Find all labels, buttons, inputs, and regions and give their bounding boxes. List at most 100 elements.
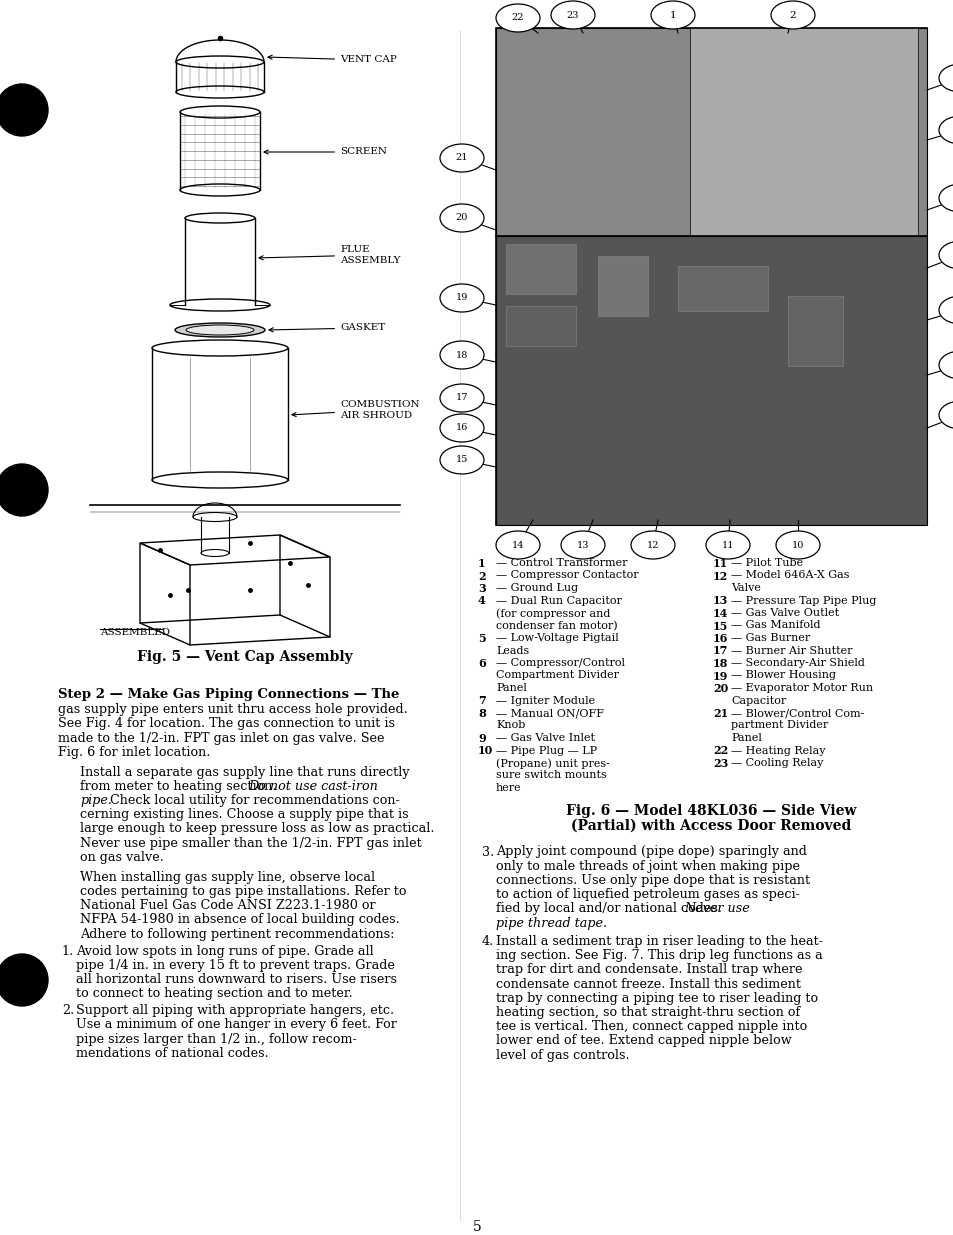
Ellipse shape <box>186 325 253 335</box>
Ellipse shape <box>439 284 483 312</box>
Text: — Evaporator Motor Run: — Evaporator Motor Run <box>730 683 872 693</box>
Bar <box>496 28 926 525</box>
Text: ASSEMBLED: ASSEMBLED <box>100 629 170 637</box>
Text: — Control Transformer: — Control Transformer <box>496 558 627 568</box>
Text: 5: 5 <box>477 634 485 643</box>
Text: SCREEN: SCREEN <box>264 147 387 157</box>
Text: 2.: 2. <box>62 1004 74 1018</box>
Ellipse shape <box>938 64 953 91</box>
Text: — Gas Valve Outlet: — Gas Valve Outlet <box>730 608 839 618</box>
Text: 14: 14 <box>511 541 524 550</box>
Text: Knob: Knob <box>496 720 525 730</box>
Text: heating section, so that straight-thru section of: heating section, so that straight-thru s… <box>496 1007 800 1019</box>
Text: COMBUSTION
AIR SHROUD: COMBUSTION AIR SHROUD <box>292 400 419 420</box>
Bar <box>787 296 842 366</box>
Text: Install a separate gas supply line that runs directly: Install a separate gas supply line that … <box>80 766 409 779</box>
Text: Panel: Panel <box>730 734 761 743</box>
Ellipse shape <box>439 446 483 474</box>
Text: 1: 1 <box>669 11 676 20</box>
Text: Panel: Panel <box>496 683 526 693</box>
Text: Adhere to following pertinent recommendations:: Adhere to following pertinent recommenda… <box>80 927 395 941</box>
Ellipse shape <box>938 116 953 144</box>
Text: 4: 4 <box>477 595 485 606</box>
Text: Valve: Valve <box>730 583 760 593</box>
Ellipse shape <box>439 204 483 232</box>
Bar <box>505 306 576 346</box>
Text: to action of liquefied petroleum gases as speci-: to action of liquefied petroleum gases a… <box>496 888 799 902</box>
Text: 10: 10 <box>477 746 493 757</box>
Text: VENT CAP: VENT CAP <box>268 56 396 64</box>
Text: Capacitor: Capacitor <box>730 695 785 705</box>
Text: trap by connecting a piping tee to riser leading to: trap by connecting a piping tee to riser… <box>496 992 818 1005</box>
Text: 20: 20 <box>712 683 727 694</box>
Text: 15: 15 <box>456 456 468 464</box>
Text: 4.: 4. <box>481 935 494 948</box>
Text: — Igniter Module: — Igniter Module <box>496 695 595 705</box>
Text: Leads: Leads <box>496 646 529 656</box>
Ellipse shape <box>938 401 953 429</box>
Text: connections. Use only pipe dope that is resistant: connections. Use only pipe dope that is … <box>496 874 809 887</box>
Text: — Burner Air Shutter: — Burner Air Shutter <box>730 646 852 656</box>
Text: — Dual Run Capacitor: — Dual Run Capacitor <box>496 595 621 605</box>
Ellipse shape <box>439 341 483 369</box>
Text: — Compressor Contactor: — Compressor Contactor <box>496 571 638 580</box>
Text: Fig. 5 — Vent Cap Assembly: Fig. 5 — Vent Cap Assembly <box>137 650 353 664</box>
Ellipse shape <box>439 384 483 412</box>
Text: 2: 2 <box>789 11 796 20</box>
Ellipse shape <box>560 531 604 559</box>
Bar <box>505 245 576 294</box>
Text: — Cooling Relay: — Cooling Relay <box>730 758 822 768</box>
Text: — Low-Voltage Pigtail: — Low-Voltage Pigtail <box>496 634 618 643</box>
Ellipse shape <box>650 1 695 28</box>
Text: Install a sediment trap in riser leading to the heat-: Install a sediment trap in riser leading… <box>496 935 822 948</box>
Text: — Ground Lug: — Ground Lug <box>496 583 578 593</box>
Bar <box>678 266 767 311</box>
Text: FLUE
ASSEMBLY: FLUE ASSEMBLY <box>259 246 400 264</box>
Text: 23: 23 <box>566 11 578 20</box>
Text: on gas valve.: on gas valve. <box>80 851 164 863</box>
Ellipse shape <box>174 324 265 337</box>
Ellipse shape <box>775 531 820 559</box>
Text: 1: 1 <box>477 558 485 569</box>
Text: Apply joint compound (pipe dope) sparingly and: Apply joint compound (pipe dope) sparing… <box>496 846 806 858</box>
Text: pipe.: pipe. <box>80 794 112 808</box>
Text: made to the 1/2-in. FPT gas inlet on gas valve. See: made to the 1/2-in. FPT gas inlet on gas… <box>58 731 384 745</box>
Text: sure switch mounts: sure switch mounts <box>496 771 606 781</box>
Text: Do not use cast-iron: Do not use cast-iron <box>248 779 377 793</box>
Text: level of gas controls.: level of gas controls. <box>496 1049 629 1062</box>
Text: — Gas Valve Inlet: — Gas Valve Inlet <box>496 734 595 743</box>
Ellipse shape <box>938 184 953 212</box>
Text: — Pressure Tap Pipe Plug: — Pressure Tap Pipe Plug <box>730 595 876 605</box>
Text: 19: 19 <box>712 671 727 682</box>
Ellipse shape <box>551 1 595 28</box>
Ellipse shape <box>439 144 483 172</box>
Text: large enough to keep pressure loss as low as practical.: large enough to keep pressure loss as lo… <box>80 823 434 836</box>
Text: 6: 6 <box>477 658 485 669</box>
Text: 10: 10 <box>791 541 803 550</box>
Text: — Blower Housing: — Blower Housing <box>730 671 835 680</box>
Text: 3.: 3. <box>481 846 494 858</box>
Text: condensate cannot freeze. Install this sediment: condensate cannot freeze. Install this s… <box>496 978 801 990</box>
Ellipse shape <box>439 414 483 442</box>
Text: lower end of tee. Extend capped nipple below: lower end of tee. Extend capped nipple b… <box>496 1035 791 1047</box>
Text: Never use: Never use <box>683 903 749 915</box>
Text: 5: 5 <box>472 1220 481 1234</box>
Text: from meter to heating section.: from meter to heating section. <box>80 779 280 793</box>
Text: Support all piping with appropriate hangers, etc.: Support all piping with appropriate hang… <box>76 1004 394 1018</box>
Text: to connect to heating section and to meter.: to connect to heating section and to met… <box>76 987 353 1000</box>
Text: 15: 15 <box>712 620 727 631</box>
Text: 22: 22 <box>712 746 727 757</box>
Text: 17: 17 <box>712 646 727 657</box>
Text: — Model 646A-X Gas: — Model 646A-X Gas <box>730 571 848 580</box>
Text: 9: 9 <box>477 734 485 743</box>
Text: — Compressor/Control: — Compressor/Control <box>496 658 624 668</box>
Ellipse shape <box>938 296 953 324</box>
Text: National Fuel Gas Code ANSI Z223.1-1980 or: National Fuel Gas Code ANSI Z223.1-1980 … <box>80 899 375 913</box>
Ellipse shape <box>496 4 539 32</box>
Text: 11: 11 <box>712 558 727 569</box>
Text: pipe 1/4 in. in every 15 ft to prevent traps. Grade: pipe 1/4 in. in every 15 ft to prevent t… <box>76 958 395 972</box>
Text: 21: 21 <box>712 708 727 719</box>
Ellipse shape <box>705 531 749 559</box>
Bar <box>689 28 918 236</box>
Text: — Blower/Control Com-: — Blower/Control Com- <box>730 708 863 718</box>
